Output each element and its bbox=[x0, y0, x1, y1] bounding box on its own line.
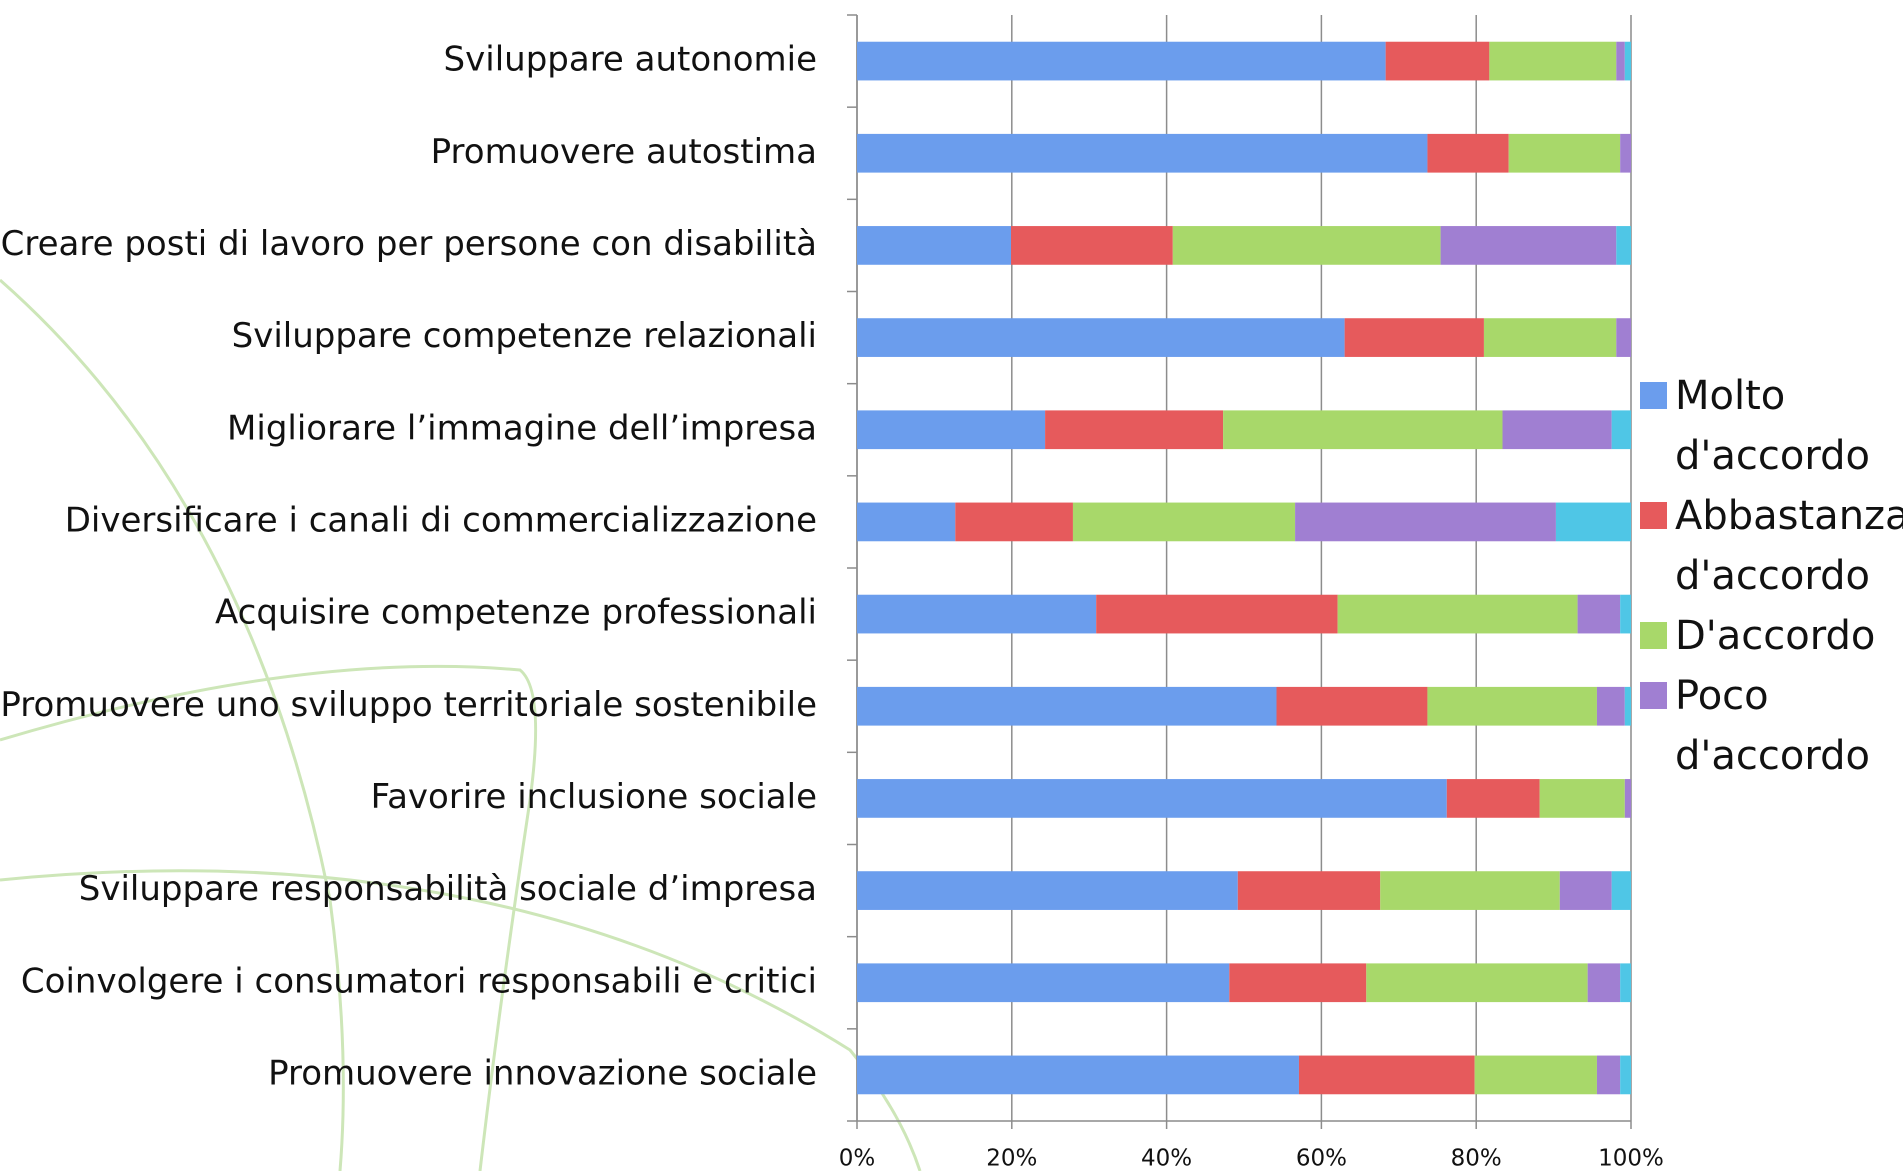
bar-segment bbox=[1096, 595, 1337, 634]
bar-segment bbox=[1229, 963, 1366, 1002]
bar-segment bbox=[1560, 871, 1612, 910]
x-tick-label: 60% bbox=[1296, 1146, 1347, 1171]
bar-segment bbox=[1045, 410, 1223, 449]
y-tick-label: Sviluppare autonomie bbox=[444, 40, 817, 80]
bar-segment bbox=[1073, 503, 1295, 542]
bar-segment bbox=[857, 595, 1096, 634]
bar-segment bbox=[1441, 226, 1617, 265]
bar-segment bbox=[1588, 963, 1621, 1002]
bar-segment bbox=[1616, 226, 1631, 265]
page: {"chart_data": {"type": "stacked-barh", … bbox=[0, 0, 1903, 1171]
bar-segment bbox=[857, 42, 1386, 81]
bar-segment bbox=[1509, 134, 1620, 173]
y-tick-label: Acquisire competenze professionali bbox=[215, 593, 817, 633]
x-tick-label: 100% bbox=[1598, 1146, 1664, 1171]
bar-segment bbox=[1620, 595, 1631, 634]
bar-segment bbox=[1540, 779, 1625, 818]
bar-segment bbox=[1345, 318, 1484, 357]
legend-gap bbox=[1640, 786, 1900, 848]
bar-segment bbox=[1238, 871, 1380, 910]
bar-segment bbox=[1612, 871, 1631, 910]
bar-segment bbox=[1503, 410, 1612, 449]
legend-item: Abbastanza d'accordo bbox=[1640, 486, 1900, 606]
x-tick-label: 80% bbox=[1451, 1146, 1502, 1171]
legend-label: Molto d'accordo bbox=[1675, 366, 1900, 486]
y-tick-label: Sviluppare competenze relazionali bbox=[232, 316, 817, 356]
x-tick-label: 20% bbox=[986, 1146, 1037, 1171]
bar-segment bbox=[1386, 42, 1490, 81]
bar-segment bbox=[857, 410, 1045, 449]
x-tick-label: 40% bbox=[1141, 1146, 1192, 1171]
legend-label: Abbastanza d'accordo bbox=[1675, 486, 1903, 606]
bar-segment bbox=[1427, 134, 1508, 173]
bar-segment bbox=[1173, 226, 1441, 265]
bar-segment bbox=[857, 871, 1238, 910]
bar-segment bbox=[1620, 1056, 1631, 1095]
bar-segment bbox=[1625, 779, 1631, 818]
bar-segment bbox=[1277, 687, 1428, 726]
bar-segment bbox=[857, 503, 955, 542]
bar-segment bbox=[1578, 595, 1621, 634]
bar-segment bbox=[1447, 779, 1540, 818]
bar-segment bbox=[1380, 871, 1560, 910]
legend-swatch bbox=[1640, 622, 1667, 649]
y-tick-label: Favorire inclusione sociale bbox=[371, 777, 817, 817]
legend-swatch bbox=[1640, 502, 1667, 529]
y-tick-label: Promuovere autostima bbox=[431, 132, 817, 172]
bar-segment bbox=[1612, 410, 1631, 449]
y-tick-label: Migliorare l’immagine dell’impresa bbox=[227, 408, 817, 448]
y-tick-label: Sviluppare responsabilità sociale d’impr… bbox=[79, 869, 817, 909]
legend-swatch bbox=[1640, 682, 1667, 709]
y-tick-label: Diversificare i canali di commercializza… bbox=[65, 500, 817, 540]
bar-segment bbox=[857, 318, 1345, 357]
bar-segment bbox=[1011, 226, 1173, 265]
bar-segment bbox=[1556, 503, 1631, 542]
bar-segment bbox=[1427, 687, 1597, 726]
bar-segment bbox=[955, 503, 1073, 542]
legend-item: Poco d'accordo bbox=[1640, 666, 1900, 786]
legend-label: Poco d'accordo bbox=[1675, 666, 1900, 786]
bar-segment bbox=[1338, 595, 1578, 634]
bar-segment bbox=[1597, 1056, 1620, 1095]
bar-segment bbox=[1484, 318, 1616, 357]
bar-segment bbox=[1620, 963, 1631, 1002]
y-tick-label: Coinvolgere i consumatori responsabili e… bbox=[21, 961, 817, 1001]
legend-label: D'accordo bbox=[1675, 606, 1875, 666]
bar-segment bbox=[1223, 410, 1502, 449]
x-tick-label: 0% bbox=[839, 1146, 876, 1171]
bar-segment bbox=[1475, 1056, 1597, 1095]
bar-segment bbox=[1620, 134, 1631, 173]
y-tick-label: Creare posti di lavoro per persone con d… bbox=[1, 224, 817, 264]
bar-segment bbox=[857, 963, 1229, 1002]
bar-segment bbox=[1295, 503, 1556, 542]
bar-segment bbox=[857, 226, 1011, 265]
bar-segment bbox=[857, 1056, 1299, 1095]
legend-item: D'accordo bbox=[1640, 606, 1900, 666]
bar-segment bbox=[1616, 42, 1625, 81]
bar-segment bbox=[1597, 687, 1625, 726]
bar-segment bbox=[1625, 42, 1631, 81]
bar-segment bbox=[1489, 42, 1616, 81]
bar-segment bbox=[857, 134, 1427, 173]
legend-item: Molto d'accordo bbox=[1640, 366, 1900, 486]
bar-segment bbox=[1366, 963, 1587, 1002]
bar-segment bbox=[1616, 318, 1631, 357]
legend-swatch bbox=[1640, 382, 1667, 409]
bar-segment bbox=[1299, 1056, 1475, 1095]
y-tick-label: Promuovere innovazione sociale bbox=[268, 1053, 817, 1093]
chart: 0% 20% 40% 60% 80% 100% Sviluppare autonomie Pr… bbox=[0, 0, 1903, 1171]
bar-segment bbox=[857, 779, 1447, 818]
bar-segment bbox=[1625, 687, 1631, 726]
bar-segment bbox=[857, 687, 1277, 726]
y-tick-label: Promuovere uno sviluppo territoriale sos… bbox=[0, 685, 817, 725]
